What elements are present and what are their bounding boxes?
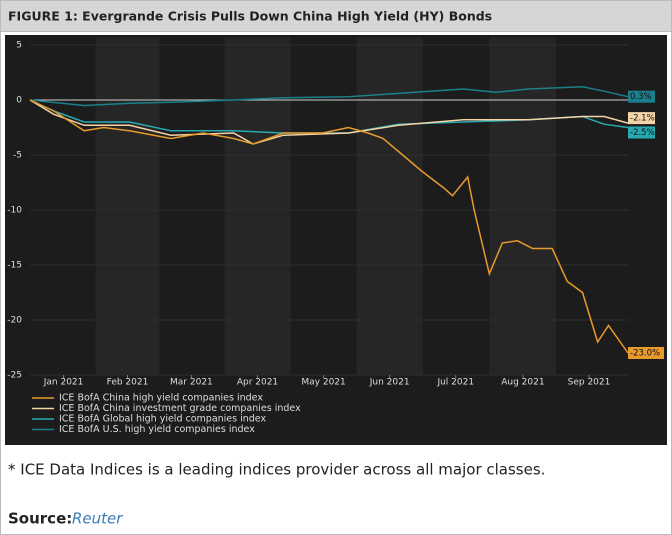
x-tick-label: May 2021 [301,378,345,388]
y-tick-label: 5 [16,41,22,51]
end-label: -2.5% [630,128,655,138]
y-tick-label: -10 [7,206,22,216]
footnote: * ICE Data Indices is a leading indices … [8,461,545,479]
legend-label: ICE BofA China investment grade companie… [59,403,301,414]
legend-label: ICE BofA Global high yield companies ind… [59,414,266,425]
month-band [224,37,291,375]
x-tick-label: Feb 2021 [107,378,149,388]
y-tick-label: -15 [7,261,22,271]
y-tick-label: -25 [7,371,22,381]
end-label-box [628,90,655,103]
x-tick-label: Apr 2021 [237,378,278,388]
month-band [356,37,423,375]
source-link[interactable]: Reuter [72,510,123,528]
legend-label: ICE BofA China high yield companies inde… [59,393,263,404]
chart: 5 0 -5 -10 -15 -20 -25 Jan 2021 Feb 2021 Mar 2021… [7,37,664,435]
month-band [95,37,160,375]
y-tick-label: -5 [13,151,22,161]
end-label: 0.3% [630,92,652,102]
end-label: -23.0% [630,349,660,359]
end-label-box [628,126,655,139]
legend-label: ICE BofA U.S. high yield companies index [59,424,255,435]
y-tick-label: 0 [16,96,22,106]
series-line [29,99,629,354]
series-line [29,99,629,145]
month-band [489,37,556,375]
x-tick-label: Jun 2021 [369,378,410,388]
x-tick-label: Jan 2021 [43,378,84,388]
end-label-box [628,112,655,125]
end-label-box [628,347,664,359]
x-tick-label: Mar 2021 [170,378,213,388]
series-line [29,86,629,107]
source-label: Source: [8,510,72,528]
end-label: -2.1% [630,114,655,124]
chart-title: FIGURE 1: Evergrande Crisis Pulls Down C… [8,9,492,24]
y-tick-label: -20 [7,316,22,326]
x-tick-label: Sep 2021 [568,378,611,388]
header-bar [0,0,672,32]
x-tick-label: Jul 2021 [436,378,474,388]
x-tick-label: Aug 2021 [501,378,544,388]
